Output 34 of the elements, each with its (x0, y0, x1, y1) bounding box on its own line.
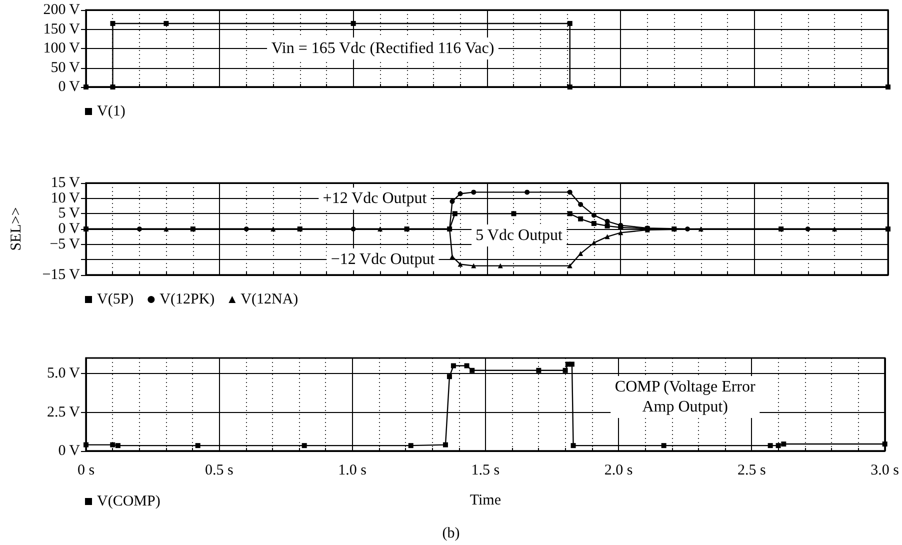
y-axis-title: SEL>> (8, 207, 24, 251)
y-tick-label: 0 V (58, 221, 80, 237)
x-tick-label: 0 s (77, 462, 95, 478)
y-tick-label: 15 V (50, 175, 80, 191)
y-tick-label: 5.0 V (46, 366, 80, 382)
y-tick-label: 200 V (43, 2, 80, 18)
y-tick-label: 150 V (43, 21, 80, 38)
x-tick-label: 0.5 s (204, 462, 234, 478)
x-tick-label: 2.5 s (738, 462, 766, 478)
x-tick-label: 1.5 s (471, 462, 500, 478)
annotation: +12 Vdc Output (322, 190, 428, 208)
annotation: COMP (Voltage Error Amp Output) (614, 378, 756, 416)
annotation: Vin = 165 Vdc (Rectified 116 Vac) (271, 40, 494, 57)
y-tick-label: −15 V (42, 267, 80, 283)
y-tick-label: 10 V (50, 190, 80, 206)
y-tick-label: 0 V (58, 79, 80, 95)
x-axis-title: Time (470, 492, 502, 508)
y-tick-label: −5 V (50, 236, 80, 252)
y-tick-label: 2.5 V (46, 404, 80, 420)
x-tick-label: 2.0 s (604, 462, 633, 478)
x-tick-label: 3.0 s (870, 462, 900, 478)
legend-label: V(1) (97, 104, 126, 120)
annotation: 5 Vdc Output (476, 226, 564, 244)
annotation: −12 Vdc Output (330, 250, 436, 268)
y-tick-label: 50 V (50, 60, 80, 76)
y-tick-label: 100 V (43, 40, 80, 56)
legend-label: V(COMP) (97, 494, 160, 510)
y-tick-label: 0 V (58, 443, 80, 459)
y-tick-label: 5 V (58, 206, 80, 222)
legend-label: V(12NA) (240, 292, 298, 308)
legend-label: V(12PK) (160, 292, 215, 308)
x-tick-label: 1.0 s (338, 462, 367, 478)
text: (b) (442, 526, 460, 542)
legend-label: V(5P) (97, 292, 134, 308)
